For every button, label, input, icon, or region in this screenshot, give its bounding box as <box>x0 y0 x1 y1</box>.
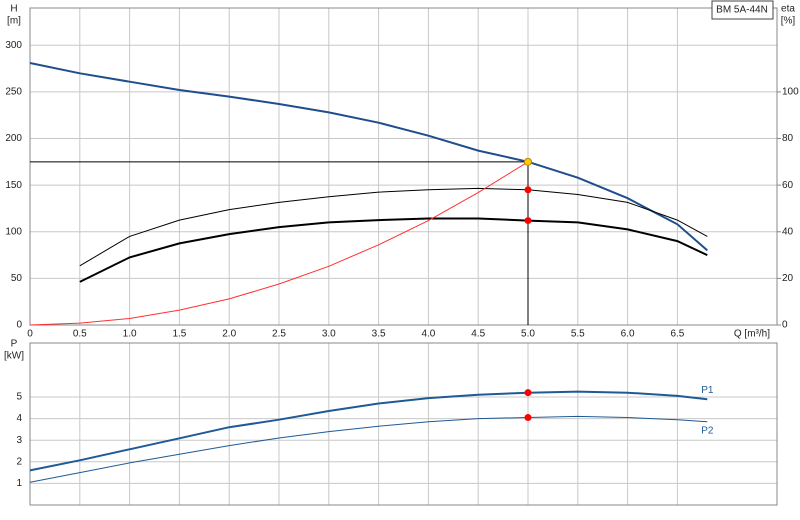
y2-tick-label: 40 <box>782 226 794 237</box>
y-tick-label: 5 <box>16 392 22 403</box>
y2-tick-label: 0 <box>782 320 788 331</box>
operating-point <box>524 389 532 397</box>
y2-tick-label: 20 <box>782 273 794 284</box>
x-tick-label: 6.5 <box>670 329 684 340</box>
x-tick-label: 4.0 <box>421 329 435 340</box>
y-tick-label: 150 <box>5 180 22 191</box>
x-axis-label: Q [m³/h] <box>734 329 770 340</box>
operating-point <box>524 217 532 225</box>
y2-axis-label: eta <box>781 4 795 15</box>
operating-point <box>524 157 532 166</box>
y2-tick-label: 100 <box>782 87 799 98</box>
y-axis-label: [kW] <box>4 351 24 362</box>
operating-point <box>524 414 532 422</box>
series-line <box>79 217 708 283</box>
x-tick-label: 6.0 <box>621 329 635 340</box>
chart-title: BM 5A-44N <box>716 5 768 16</box>
x-tick-label: 1.5 <box>172 329 186 340</box>
series-line <box>29 390 708 472</box>
y-tick-label: 100 <box>5 226 22 237</box>
x-tick-label: 3.5 <box>372 329 386 340</box>
y2-tick-label: 80 <box>782 133 794 144</box>
series-line <box>29 415 708 483</box>
y-tick-label: 4 <box>16 413 22 424</box>
y2-tick-label: 60 <box>782 180 794 191</box>
x-tick-label: 0 <box>27 329 33 340</box>
x-tick-label: 5.0 <box>521 329 535 340</box>
operating-point <box>524 186 532 194</box>
y-axis-label: [m] <box>7 16 21 27</box>
y-tick-label: 1 <box>16 478 22 489</box>
x-tick-label: 2.5 <box>272 329 286 340</box>
title-box <box>711 0 774 20</box>
y-tick-label: 2 <box>16 456 22 467</box>
x-tick-label: 4.5 <box>471 329 485 340</box>
plot-frame <box>29 342 778 506</box>
series-line <box>29 62 708 252</box>
y-axis-label: P <box>11 339 18 350</box>
y-tick-label: 250 <box>5 87 22 98</box>
x-tick-label: 5.5 <box>571 329 585 340</box>
y2-axis-label: [%] <box>781 16 796 27</box>
series-label: P1 <box>701 385 714 396</box>
y-tick-label: 0 <box>16 320 22 331</box>
y-axis-label: H <box>10 4 17 15</box>
y-tick-label: 200 <box>5 133 22 144</box>
x-tick-label: 3.0 <box>322 329 336 340</box>
series-line <box>29 161 529 326</box>
plot-frame <box>29 7 778 326</box>
x-tick-label: 1.0 <box>123 329 137 340</box>
series-label: P2 <box>701 425 714 436</box>
y-tick-label: 300 <box>5 40 22 51</box>
x-tick-label: 0.5 <box>73 329 87 340</box>
x-tick-label: 2.0 <box>222 329 236 340</box>
series-line <box>79 187 708 267</box>
y-tick-label: 3 <box>16 435 22 446</box>
y-tick-label: 50 <box>11 273 23 284</box>
